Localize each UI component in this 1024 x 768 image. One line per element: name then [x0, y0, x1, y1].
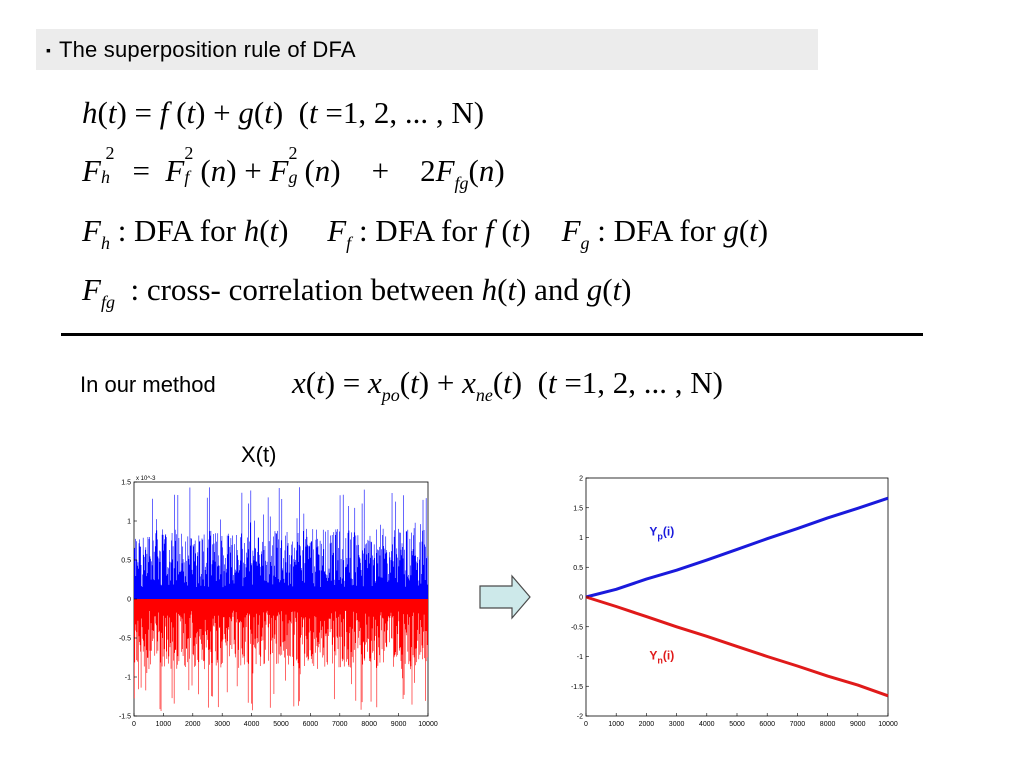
- y-tick-label: 0.5: [121, 558, 131, 565]
- x-tick-label: 6000: [303, 721, 319, 728]
- positive-series-path: [133, 487, 429, 599]
- y-tick-label: -0.5: [571, 624, 583, 631]
- series-label-p: Yp(i): [649, 525, 674, 542]
- y-tick-label: 0: [127, 597, 131, 604]
- y-tick-label: 1: [127, 519, 131, 526]
- slide-title: The superposition rule of DFA: [58, 36, 356, 62]
- x-tick-label: 2000: [639, 721, 655, 728]
- negative-series: [133, 599, 429, 712]
- left-chart-title: X(t): [241, 442, 277, 467]
- x-tick-label: 9000: [391, 721, 407, 728]
- slide-title-bar: ▪ The superposition rule of DFA: [36, 29, 818, 70]
- y-tick-label: 0.5: [573, 565, 583, 572]
- y-tick-label: 0: [579, 595, 583, 602]
- x-tick-label: 10000: [878, 721, 898, 728]
- x-tick-label: 4000: [244, 721, 260, 728]
- equation-cross-correlation: Ffg : cross- correlation between h(t) an…: [82, 272, 632, 312]
- y-tick-label: -0.5: [119, 636, 131, 643]
- y-tick-label: -2: [577, 714, 583, 721]
- axes: 0 1000 2000 3000 4000 5000 6000 7000 8000 9000 100…: [119, 476, 438, 728]
- equation-definitions: Fh : DFA for h(t) Ff : DFA for f (t) Fg …: [82, 213, 769, 253]
- y-tick-label: 2: [579, 476, 583, 483]
- x-tick-label: 0: [584, 721, 588, 728]
- method-label: In our method: [80, 372, 216, 397]
- y-tick-label: 1.5: [573, 505, 583, 512]
- x-tick-label: 3000: [214, 721, 230, 728]
- x-tick-label: 4000: [699, 721, 715, 728]
- bullet-icon: ▪: [46, 41, 51, 58]
- negative-series-band: [134, 599, 428, 604]
- series-line-n: [585, 595, 889, 698]
- x-tick-label: 8000: [361, 721, 377, 728]
- x-tick-label: 2000: [185, 721, 201, 728]
- x-tick-label: 9000: [850, 721, 866, 728]
- plot-frame: [585, 477, 889, 717]
- divider-line: [61, 333, 923, 336]
- equation-method: x(t) = xpo(t) + xne(t) (t =1, 2, ... , N…: [292, 365, 724, 405]
- y-tick-label: -1: [577, 654, 583, 661]
- y-tick-label: 1: [579, 535, 583, 542]
- x-tick-label: 10000: [418, 721, 438, 728]
- y-tick-label: 1.5: [121, 480, 131, 487]
- x-tick-label: 6000: [759, 721, 775, 728]
- series-label-n: Yn(i): [649, 648, 674, 665]
- x-tick-label: 3000: [669, 721, 685, 728]
- right-arrow-icon: [479, 574, 531, 620]
- cumulative-profile-chart: 0 1000 2000 3000 4000 5000 6000 7000 8000 9000 100…: [571, 476, 898, 729]
- y-tick-label: -1: [125, 675, 131, 682]
- x-tick-label: 5000: [729, 721, 745, 728]
- series-lines: [585, 496, 889, 698]
- x-tick-label: 7000: [790, 721, 806, 728]
- x-tick-label: 5000: [273, 721, 289, 728]
- series-labels: Yp(i) Yn(i): [649, 525, 674, 666]
- y-tick-label: -1.5: [571, 684, 583, 691]
- negative-series-path: [133, 599, 429, 712]
- equation-superposition: h(t) = f (t) + g(t) (t =1, 2, ... , N): [82, 95, 485, 130]
- axes: 0 1000 2000 3000 4000 5000 6000 7000 8000 9000 100…: [571, 476, 898, 729]
- x-tick-label: 7000: [332, 721, 348, 728]
- series-line-p: [585, 496, 889, 599]
- y-tick-label: -1.5: [119, 714, 131, 721]
- y-scale-note: x 10^-3: [136, 476, 156, 482]
- increment-series-chart: 0 1000 2000 3000 4000 5000 6000 7000 8000 9000 100…: [119, 476, 438, 728]
- x-tick-label: 1000: [156, 721, 172, 728]
- x-tick-label: 0: [132, 721, 136, 728]
- x-tick-label: 1000: [608, 721, 624, 728]
- x-tick-label: 8000: [820, 721, 836, 728]
